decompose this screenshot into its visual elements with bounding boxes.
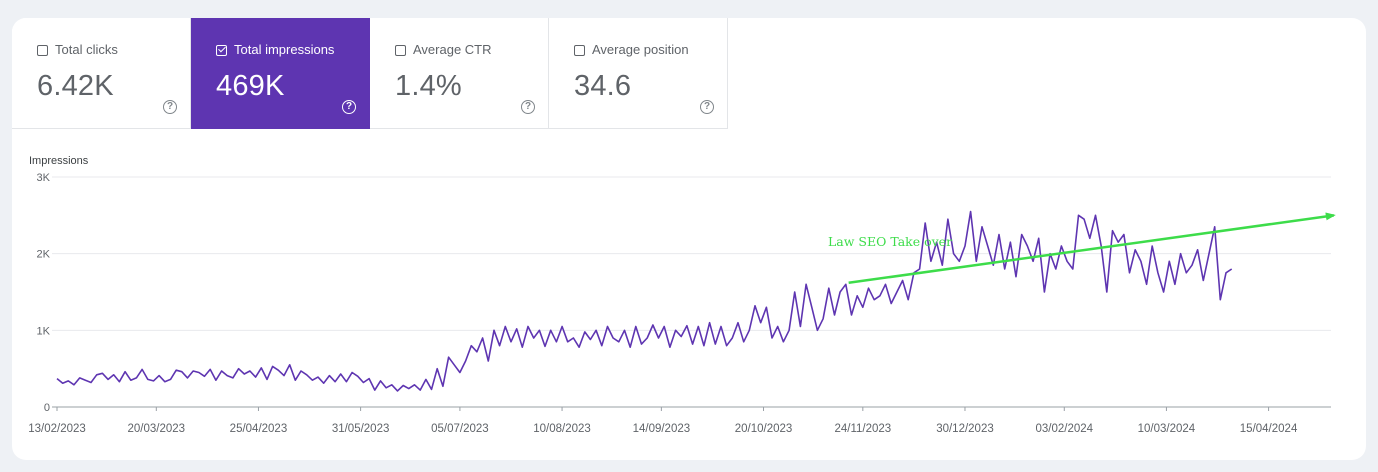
help-icon[interactable]: ? [521, 100, 535, 114]
x-tick-label: 13/02/2023 [28, 423, 86, 435]
y-axis-ticks: 0 1K 2K 3K [37, 172, 51, 414]
x-tick-label: 14/09/2023 [633, 423, 691, 435]
x-tick-label: 20/03/2023 [128, 423, 186, 435]
help-icon[interactable]: ? [342, 100, 356, 114]
metric-value: 469K [216, 70, 285, 102]
x-tick-label: 20/10/2023 [735, 423, 793, 435]
performance-card: Total clicks 6.42K ? Total impressions 4… [12, 18, 1366, 460]
x-tick-label: 03/02/2024 [1036, 423, 1094, 435]
series-line-impressions [56, 210, 1233, 392]
y-axis-title: Impressions [29, 155, 89, 167]
x-tick-label: 31/05/2023 [332, 423, 390, 435]
metric-label: Total impressions [234, 42, 335, 57]
metric-label: Total clicks [55, 42, 118, 57]
series-group [56, 210, 1233, 392]
help-icon[interactable]: ? [700, 100, 714, 114]
checkbox-icon[interactable] [395, 44, 406, 56]
checkbox-icon[interactable] [37, 44, 48, 56]
metric-tile-average-ctr[interactable]: Average CTR 1.4% ? [370, 18, 549, 129]
annotation-label: Law SEO Take over [828, 234, 952, 249]
annotation-group: Law SEO Take over [828, 212, 1336, 285]
y-tick-label: 2K [37, 249, 51, 261]
metric-tile-total-clicks[interactable]: Total clicks 6.42K ? [12, 18, 191, 129]
x-tick-label: 10/03/2024 [1138, 423, 1196, 435]
metric-label: Average position [592, 42, 689, 57]
y-tick-label: 0 [44, 402, 50, 414]
metric-value: 6.42K [37, 70, 114, 102]
metric-tiles: Total clicks 6.42K ? Total impressions 4… [12, 18, 728, 129]
x-tick-label: 15/04/2024 [1240, 423, 1298, 435]
trend-arrow [848, 212, 1336, 285]
y-tick-label: 3K [37, 172, 51, 184]
x-tick-label: 24/11/2023 [834, 423, 891, 435]
x-axis-ticks: 13/02/2023 20/03/2023 25/04/2023 31/05/2023… [28, 407, 1298, 435]
checkbox-checked-icon[interactable] [216, 44, 227, 56]
x-tick-label: 30/12/2023 [936, 423, 994, 435]
metric-value: 34.6 [574, 70, 632, 102]
checkbox-icon[interactable] [574, 44, 585, 56]
x-tick-label: 05/07/2023 [431, 423, 489, 435]
help-icon[interactable]: ? [163, 100, 177, 114]
x-tick-label: 25/04/2023 [230, 423, 288, 435]
metric-tile-average-position[interactable]: Average position 34.6 ? [549, 18, 728, 129]
metric-value: 1.4% [395, 70, 462, 102]
x-tick-label: 10/08/2023 [533, 423, 591, 435]
gridlines [52, 176, 1331, 408]
metric-label: Average CTR [413, 42, 492, 57]
y-tick-label: 1K [37, 325, 51, 337]
metric-tile-total-impressions[interactable]: Total impressions 469K ? [191, 18, 370, 129]
